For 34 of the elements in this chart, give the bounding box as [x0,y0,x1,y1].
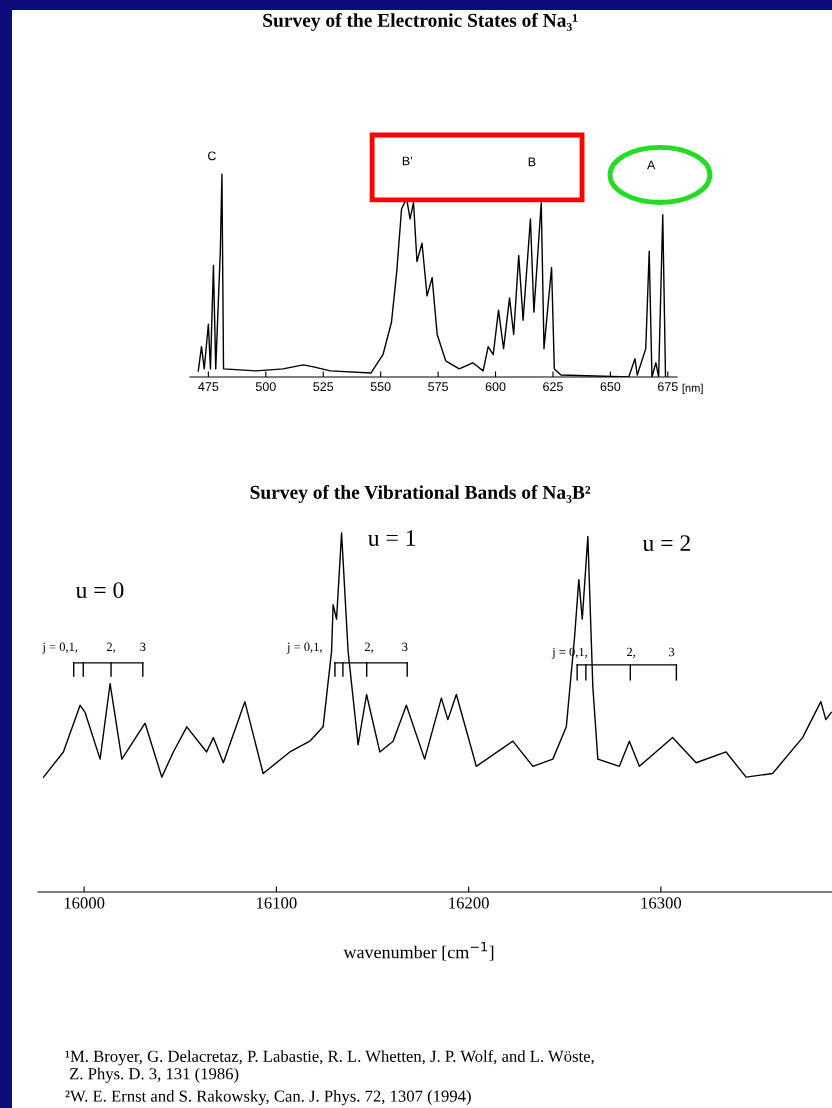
chart-title: Survey of the Vibrational Bands of Na₃B² [250,485,591,503]
x-tick-label: 500 [255,382,276,392]
x-axis-title: [nm] [682,383,703,395]
annotation: u = 1 [368,530,416,546]
x-tick-label: 625 [543,382,563,392]
chart-title: Survey of the Electronic States of Na₃¹ [263,13,578,31]
annotation: u = 2 [642,535,690,552]
annotation: 2, [626,647,636,658]
x-tick-label: 16100 [257,897,297,909]
x-tick-label: 16300 [641,897,682,909]
x-tick-label: 575 [428,382,448,392]
annotation: 3 [140,642,146,652]
annotation: u = 0 [75,582,124,599]
text: B' [402,156,412,166]
annotation: j = 0,1, [42,642,78,654]
x-tick-label: 550 [370,382,391,392]
x-tick-label: 600 [485,382,506,392]
text: B [528,157,536,167]
x-tick-label: 16200 [449,897,489,909]
x-axis-title: wavenumber [cm$^{−1}$] [343,942,494,961]
text: ¹M. Broyer, G. Delacretaz, P. Labastie, R. L. Whetten, J. P. Wolf, and L. Wöste, Z. Phys. D. 3, 131 (1986) [65,1050,594,1083]
annotation: 3 [402,642,408,652]
text: A [647,160,656,170]
x-tick-label: 16000 [64,897,105,909]
x-tick-label: 650 [600,382,621,392]
text: ²W. E. Ernst and S. Rakowsky, Can. J. Phys. 72, 1307 (1994) [65,1090,471,1106]
x-tick-label: 475 [198,382,219,392]
text: C [208,151,216,161]
annotation: 3 [669,647,675,657]
annotation: 2, [106,642,115,653]
x-tick-label: 675 [658,382,678,392]
x-tick-label: 525 [313,382,334,392]
annotation: 2, [364,642,373,653]
annotation: j = 0,1, [286,642,322,654]
